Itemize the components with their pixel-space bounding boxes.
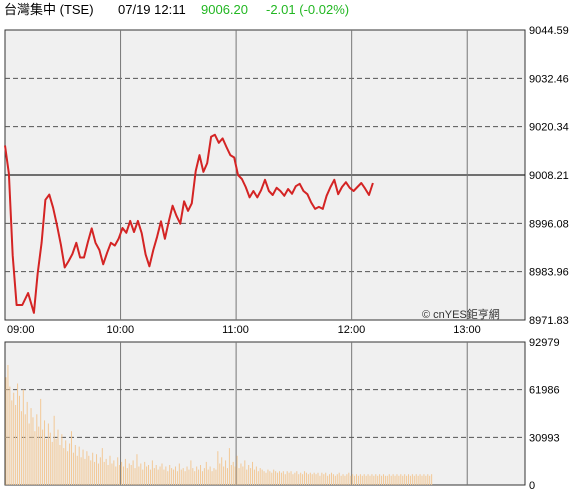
volume-y-tick-label: 61986 [529,385,560,397]
volume-grid [5,342,525,485]
price-y-tick-label: 8983.96 [529,267,569,279]
time-axis: 09:00 10:00 11:00 12:00 13:00 [7,324,481,336]
volume-y-tick-label: 30993 [529,432,560,444]
time-tick-label: 13:00 [453,324,481,336]
index-title: 台灣集中 (TSE) [4,2,94,17]
time-tick-label: 11:00 [222,324,249,336]
price-y-tick-label: 9032.46 [529,73,569,85]
volume-bars [5,365,433,485]
price-y-tick-label: 8996.08 [529,218,569,230]
price-panel: 9044.59 9032.46 9020.34 9008.21 8996.08 8983.… [4,25,569,336]
price-y-tick-label: 8971.83 [529,315,569,327]
time-tick-label: 09:00 [7,324,35,336]
volume-panel: 92979 61986 30993 0 [4,337,560,492]
price-y-axis: 9044.59 9032.46 9020.34 9008.21 8996.08 8983.… [529,25,569,327]
price-y-tick-label: 9008.21 [529,170,569,182]
price-y-tick-label: 9020.34 [529,122,569,134]
volume-plot-area [4,341,526,486]
volume-y-axis: 92979 61986 30993 0 [529,337,560,492]
price-y-tick-label: 9044.59 [529,25,569,37]
price-change: -2.01 (-0.02%) [266,2,350,17]
price-line [4,133,374,314]
price-grid [5,30,525,320]
volume-y-tick-label: 92979 [529,337,560,349]
time-tick-label: 10:00 [107,324,135,336]
last-price: 9006.20 [201,2,248,17]
time-tick-label: 12:00 [338,324,366,336]
volume-y-tick-label: 0 [529,480,535,492]
watermark: © cnYES鉅亨網 [422,307,500,321]
quote-datetime: 07/19 12:11 [118,2,186,17]
quote-header: 台灣集中 (TSE) 07/19 12:11 9006.20 -2.01 (-0… [0,0,580,22]
